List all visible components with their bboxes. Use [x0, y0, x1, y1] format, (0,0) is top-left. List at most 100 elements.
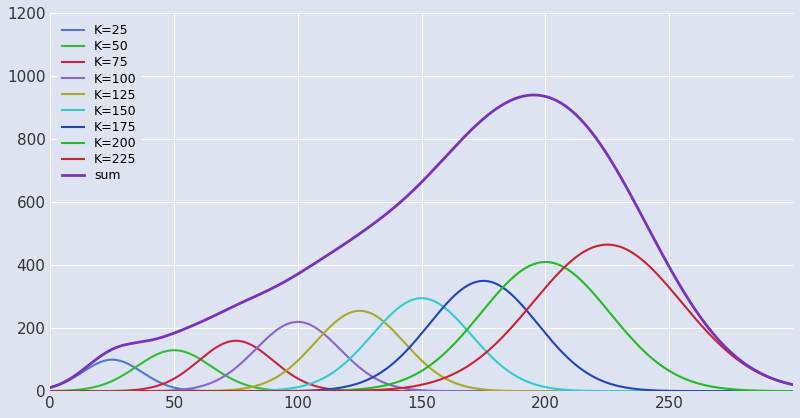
K=175: [362, 377, 372, 382]
K=175: [694, 389, 703, 394]
K=125: [355, 308, 365, 314]
K=100: [174, 387, 184, 393]
K=125: [694, 389, 703, 394]
K=100: [774, 389, 783, 394]
K=150: [130, 389, 140, 394]
K=175: [774, 389, 783, 394]
sum: [788, 382, 798, 387]
K=225: [788, 382, 798, 387]
K=125: [788, 389, 798, 394]
K=25: [330, 389, 340, 394]
sum: [130, 340, 140, 345]
sum: [694, 312, 703, 317]
K=150: [694, 389, 703, 394]
K=150: [174, 389, 184, 394]
K=100: [130, 389, 140, 394]
K=100: [362, 371, 372, 376]
Line: K=100: K=100: [50, 322, 793, 391]
K=175: [330, 386, 340, 391]
K=125: [174, 389, 184, 394]
K=200: [174, 389, 184, 394]
Line: K=50: K=50: [50, 350, 793, 391]
K=200: [541, 260, 550, 265]
sum: [529, 92, 538, 97]
K=150: [362, 338, 372, 343]
K=175: [46, 389, 55, 394]
K=200: [774, 388, 783, 393]
Line: K=225: K=225: [50, 245, 793, 391]
Line: K=75: K=75: [50, 341, 793, 391]
K=50: [170, 348, 179, 353]
K=150: [788, 389, 798, 394]
K=25: [46, 385, 55, 390]
K=125: [362, 309, 372, 314]
K=225: [602, 242, 612, 247]
K=25: [130, 365, 140, 370]
K=200: [130, 389, 140, 394]
K=75: [362, 389, 372, 394]
K=50: [174, 348, 184, 353]
K=150: [417, 296, 426, 301]
K=50: [362, 389, 372, 394]
K=25: [362, 389, 372, 394]
Legend: K=25, K=50, K=75, K=100, K=125, K=150, K=175, K=200, K=225, sum: K=25, K=50, K=75, K=100, K=125, K=150, K…: [57, 19, 142, 187]
K=25: [694, 389, 703, 394]
K=25: [788, 389, 798, 394]
Line: K=150: K=150: [50, 298, 793, 391]
Line: K=175: K=175: [50, 281, 793, 391]
K=225: [130, 389, 140, 394]
K=50: [788, 389, 798, 394]
K=125: [130, 389, 140, 394]
K=125: [330, 320, 340, 325]
Line: K=200: K=200: [50, 262, 793, 391]
K=50: [330, 389, 340, 394]
K=225: [362, 388, 372, 393]
K=150: [774, 389, 783, 394]
K=200: [788, 389, 798, 394]
K=175: [130, 389, 140, 394]
K=200: [362, 386, 372, 391]
K=175: [174, 389, 184, 394]
K=225: [330, 388, 340, 393]
K=75: [694, 389, 703, 394]
K=150: [46, 389, 55, 394]
K=100: [293, 319, 302, 324]
K=100: [788, 389, 798, 394]
K=50: [694, 389, 703, 394]
sum: [362, 226, 372, 231]
K=25: [174, 386, 184, 391]
K=100: [694, 389, 703, 394]
K=75: [231, 338, 241, 343]
K=50: [130, 365, 140, 370]
K=75: [330, 387, 340, 393]
sum: [174, 329, 184, 334]
K=175: [478, 278, 488, 283]
K=75: [788, 389, 798, 394]
sum: [330, 248, 340, 253]
K=50: [774, 389, 783, 394]
K=125: [46, 389, 55, 394]
K=125: [774, 389, 783, 394]
K=25: [774, 389, 783, 394]
K=75: [130, 387, 140, 393]
K=225: [774, 378, 783, 383]
K=150: [330, 369, 340, 374]
K=100: [46, 389, 55, 394]
Line: K=25: K=25: [50, 359, 793, 391]
K=75: [774, 389, 783, 394]
Line: K=125: K=125: [50, 311, 793, 391]
K=200: [694, 381, 703, 386]
K=50: [46, 388, 55, 393]
Line: sum: sum: [50, 95, 793, 387]
K=225: [46, 389, 55, 394]
K=25: [107, 357, 117, 362]
K=175: [788, 389, 798, 394]
K=200: [330, 388, 340, 393]
K=225: [174, 389, 184, 394]
K=100: [330, 342, 340, 347]
K=75: [174, 373, 184, 378]
sum: [46, 385, 55, 390]
K=75: [46, 389, 55, 394]
sum: [774, 378, 783, 383]
K=200: [46, 389, 55, 394]
